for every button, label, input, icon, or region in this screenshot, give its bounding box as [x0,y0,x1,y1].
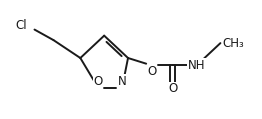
Text: N: N [118,75,127,88]
Text: NH: NH [188,59,205,72]
Text: O: O [94,75,103,88]
Text: O: O [168,82,177,95]
Text: CH₃: CH₃ [222,37,244,50]
Text: Cl: Cl [15,19,27,32]
Text: O: O [147,65,156,78]
